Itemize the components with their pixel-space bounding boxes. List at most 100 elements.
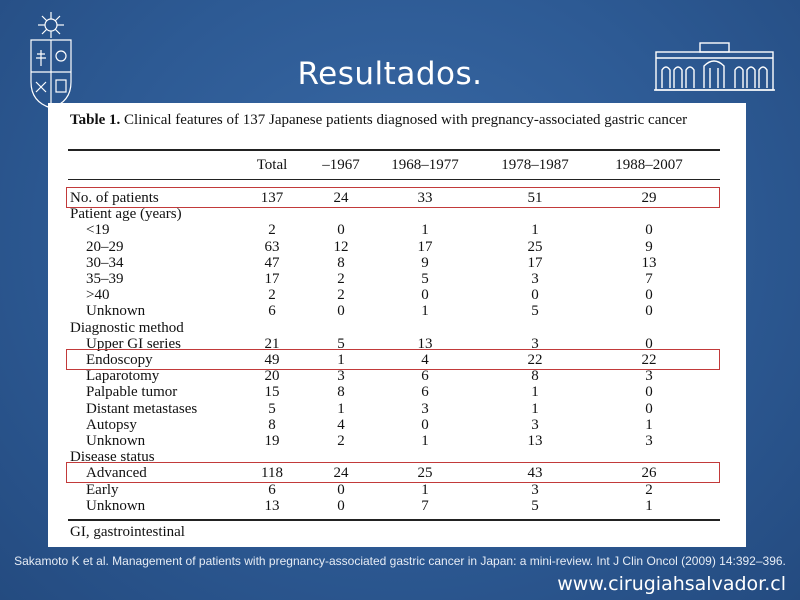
table-cell: 29: [641, 190, 657, 206]
table-cell: 9: [645, 238, 653, 255]
table-cell: 3: [531, 271, 539, 287]
table-cell: 17: [527, 254, 543, 271]
highlight-box: [66, 187, 720, 208]
table-cell: 1: [337, 400, 345, 417]
table-cell: 0: [645, 287, 653, 304]
table-cell: 0: [337, 222, 345, 239]
table-cell: 1: [531, 400, 539, 417]
table-cell: 22: [527, 352, 543, 368]
row-label: Palpable tumor: [86, 384, 178, 401]
row-label: Autopsy: [86, 416, 137, 433]
table-cell: 13: [417, 335, 433, 352]
table-cell: 1: [421, 481, 429, 498]
table-cell: 13: [264, 497, 280, 514]
row-label: Laparotomy: [86, 368, 160, 385]
table-cell: 47: [264, 254, 280, 271]
table-cell: 137: [260, 190, 284, 206]
row-label: Distant metastases: [86, 400, 198, 417]
table-cell: 9: [421, 254, 429, 271]
highlight-box: [66, 349, 720, 370]
table-cell: 25: [417, 465, 433, 482]
table-cell: 3: [531, 335, 539, 352]
table-cell: 5: [337, 335, 345, 352]
table-cell: 21: [264, 335, 280, 352]
table-cell: 15: [264, 384, 280, 401]
table-cell: 1: [421, 303, 429, 320]
row-label: Disease status: [70, 449, 155, 466]
table-top-rule: [68, 149, 720, 151]
table-cell: 2: [337, 271, 345, 287]
row-label: >40: [86, 287, 110, 304]
table-cell: 1: [531, 384, 539, 401]
row-label: 20–29: [86, 238, 124, 255]
table-cell: 1: [337, 352, 345, 368]
row-label: Unknown: [86, 497, 146, 514]
row-label: <19: [86, 222, 110, 239]
table-cell: 12: [333, 238, 349, 255]
table-cell: 3: [337, 368, 345, 385]
table-cell: 49: [264, 352, 280, 368]
table-cell: 0: [645, 400, 653, 417]
table-cell: 20: [264, 368, 280, 385]
table-cell: 2: [268, 222, 276, 239]
table-caption: Table 1. Clinical features of 137 Japane…: [70, 113, 730, 128]
row-label: Early: [86, 481, 119, 498]
table-cell: 4: [421, 352, 429, 368]
table-cell: 2: [268, 287, 276, 304]
row-label: No. of patients: [70, 190, 159, 206]
table-cell: 22: [641, 352, 657, 368]
table-cell: 8: [337, 384, 345, 401]
table-cell: 0: [645, 222, 653, 239]
table-cell: 0: [421, 287, 429, 304]
table-cell: 24: [333, 190, 349, 206]
row-label: Unknown: [86, 303, 146, 320]
row-label: Upper GI series: [86, 335, 181, 352]
table-cell: 17: [417, 238, 433, 255]
table-cell: 5: [268, 400, 276, 417]
website-link[interactable]: www.cirugiahsalvador.cl: [557, 573, 786, 595]
table-cell: 1: [645, 497, 653, 514]
column-header: 1978–1987: [501, 157, 569, 173]
row-label: Diagnostic method: [70, 319, 184, 336]
table-cell: 3: [531, 481, 539, 498]
row-label: 30–34: [86, 254, 124, 271]
table-cell: 3: [645, 368, 653, 385]
table-cell: 7: [645, 271, 653, 287]
table-cell: 8: [337, 254, 345, 271]
table-cell: 24: [333, 465, 349, 482]
column-header: –1967: [322, 157, 360, 173]
table-cell: 4: [337, 416, 345, 433]
row-label: Endoscopy: [86, 352, 153, 368]
hospital-building-icon: [652, 40, 777, 94]
table-cell: 43: [527, 465, 543, 482]
citation-text: Sakamoto K et al. Management of patients…: [14, 554, 786, 568]
table-bottom-rule: [68, 519, 720, 521]
table-cell: 51: [527, 190, 543, 206]
table-cell: 3: [531, 416, 539, 433]
table-cell: 5: [531, 303, 539, 320]
table-cell: 6: [421, 384, 429, 401]
column-header: 1968–1977: [391, 157, 459, 173]
row-label: Unknown: [86, 433, 146, 449]
table-cell: 5: [421, 271, 429, 287]
table-cell: 3: [421, 400, 429, 417]
table-cell: 2: [645, 481, 653, 498]
column-header: Total: [256, 157, 288, 173]
table-footnote: GI, gastrointestinal: [70, 524, 185, 540]
row-label: Patient age (years): [70, 206, 182, 223]
table-cell: 8: [531, 368, 539, 385]
table-cell: 2: [337, 433, 345, 449]
table-cell: 1: [421, 433, 429, 449]
highlight-box: [66, 462, 720, 484]
table-cell: 6: [421, 368, 429, 385]
table-cell: 7: [421, 497, 429, 514]
table-cell: 8: [268, 416, 276, 433]
table-caption-text: Clinical features of 137 Japanese patien…: [124, 112, 688, 128]
table-cell: 0: [421, 416, 429, 433]
table-cell: 6: [268, 303, 276, 320]
table-header-rule: [68, 179, 720, 180]
table-cell: 118: [261, 465, 283, 482]
table-cell: 0: [645, 384, 653, 401]
table-cell: 33: [417, 190, 433, 206]
table-cell: 13: [527, 433, 543, 449]
